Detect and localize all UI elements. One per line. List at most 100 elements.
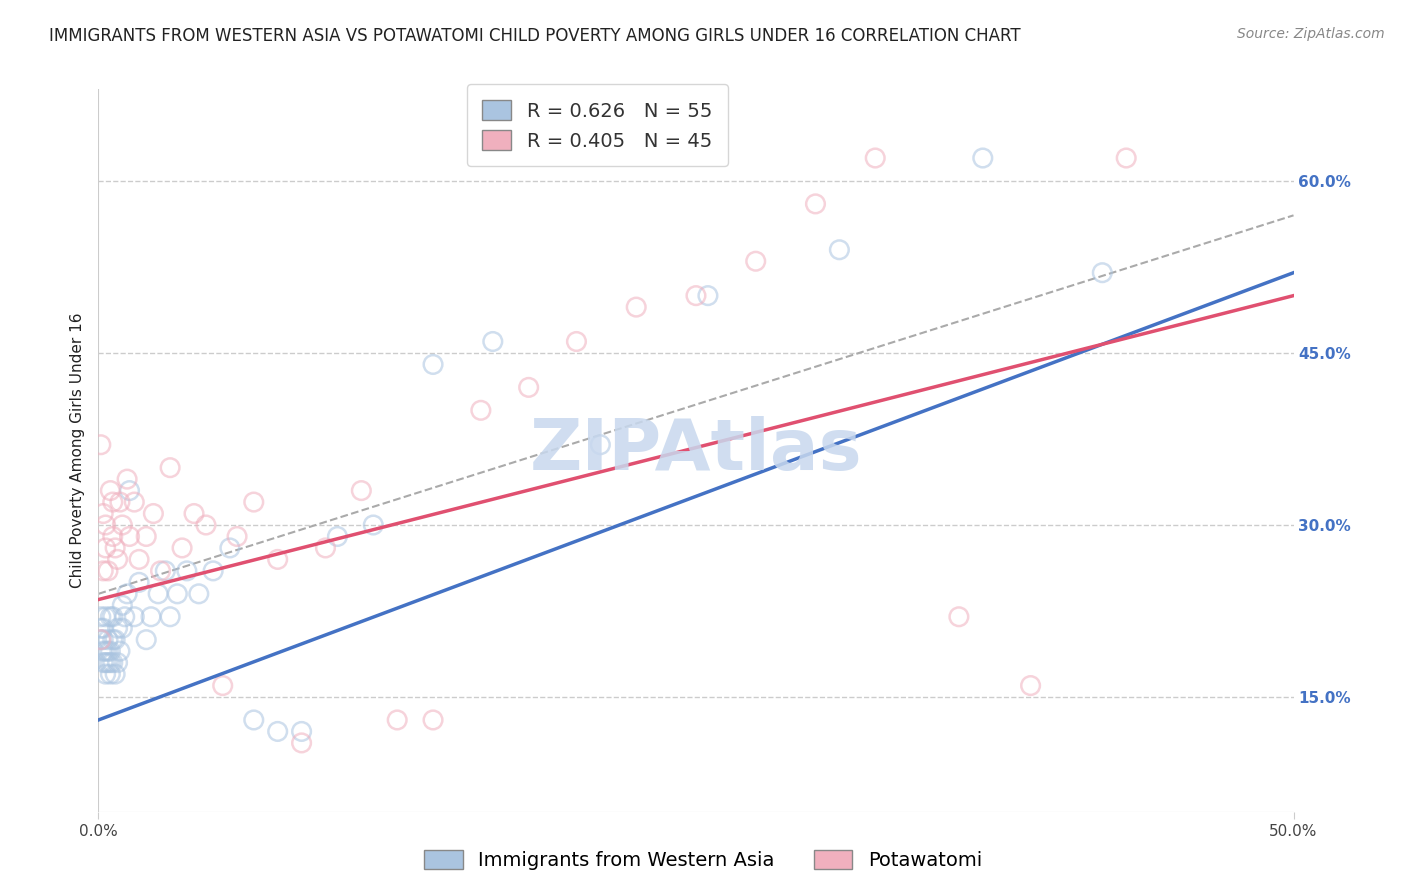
Text: ZIPAtlas: ZIPAtlas xyxy=(530,416,862,485)
Point xyxy=(97,644,120,658)
Point xyxy=(326,529,349,543)
Point xyxy=(94,644,117,658)
Point xyxy=(97,564,120,578)
Point xyxy=(481,334,505,349)
Point xyxy=(804,197,827,211)
Point xyxy=(101,656,124,670)
Point xyxy=(195,518,218,533)
Point xyxy=(1091,266,1114,280)
Point xyxy=(107,656,129,670)
Point xyxy=(139,609,162,624)
Point xyxy=(267,552,290,566)
Point xyxy=(219,541,242,555)
Point xyxy=(124,495,146,509)
Point xyxy=(828,243,851,257)
Point xyxy=(1115,151,1137,165)
Point xyxy=(118,483,141,498)
Point xyxy=(226,529,249,543)
Point xyxy=(363,518,385,533)
Point xyxy=(124,609,146,624)
Point xyxy=(211,679,233,693)
Point xyxy=(166,587,188,601)
Point xyxy=(107,621,129,635)
Point xyxy=(107,552,129,566)
Point xyxy=(176,564,198,578)
Point xyxy=(865,151,887,165)
Point xyxy=(101,495,124,509)
Point xyxy=(267,724,290,739)
Point xyxy=(101,609,124,624)
Point xyxy=(172,541,194,555)
Point xyxy=(94,518,117,533)
Point xyxy=(108,644,131,658)
Point xyxy=(91,621,114,635)
Point xyxy=(91,507,114,521)
Point xyxy=(94,667,117,681)
Point xyxy=(422,358,444,372)
Legend: R = 0.626   N = 55, R = 0.405   N = 45: R = 0.626 N = 55, R = 0.405 N = 45 xyxy=(467,85,728,167)
Point xyxy=(291,724,314,739)
Point xyxy=(97,656,120,670)
Point xyxy=(98,483,122,498)
Point xyxy=(101,529,124,543)
Point xyxy=(101,632,124,647)
Point xyxy=(90,632,112,647)
Point xyxy=(470,403,492,417)
Point xyxy=(111,621,134,635)
Point xyxy=(91,632,114,647)
Point xyxy=(385,713,409,727)
Point xyxy=(142,507,165,521)
Point xyxy=(565,334,588,349)
Point xyxy=(94,541,117,555)
Point xyxy=(1019,679,1042,693)
Point xyxy=(104,541,127,555)
Point xyxy=(98,609,122,624)
Point xyxy=(745,254,768,268)
Text: IMMIGRANTS FROM WESTERN ASIA VS POTAWATOMI CHILD POVERTY AMONG GIRLS UNDER 16 CO: IMMIGRANTS FROM WESTERN ASIA VS POTAWATO… xyxy=(49,27,1021,45)
Point xyxy=(135,529,157,543)
Point xyxy=(94,656,117,670)
Point xyxy=(91,564,114,578)
Point xyxy=(187,587,209,601)
Point xyxy=(517,380,540,394)
Point xyxy=(422,713,444,727)
Point xyxy=(315,541,337,555)
Point xyxy=(91,644,114,658)
Point xyxy=(148,587,170,601)
Point xyxy=(90,632,112,647)
Point xyxy=(948,609,970,624)
Point xyxy=(626,300,648,314)
Point xyxy=(115,587,138,601)
Point xyxy=(104,632,127,647)
Point xyxy=(128,552,150,566)
Point xyxy=(135,632,157,647)
Point xyxy=(291,736,314,750)
Point xyxy=(972,151,994,165)
Point xyxy=(98,644,122,658)
Point xyxy=(91,656,114,670)
Point xyxy=(589,438,612,452)
Point xyxy=(90,621,112,635)
Point xyxy=(128,575,150,590)
Point xyxy=(115,472,138,486)
Point xyxy=(114,609,136,624)
Point xyxy=(155,564,177,578)
Legend: Immigrants from Western Asia, Potawatomi: Immigrants from Western Asia, Potawatomi xyxy=(416,842,990,878)
Point xyxy=(104,667,127,681)
Point xyxy=(98,667,122,681)
Y-axis label: Child Poverty Among Girls Under 16: Child Poverty Among Girls Under 16 xyxy=(69,313,84,588)
Point xyxy=(90,438,112,452)
Text: Source: ZipAtlas.com: Source: ZipAtlas.com xyxy=(1237,27,1385,41)
Point xyxy=(97,632,120,647)
Point xyxy=(149,564,172,578)
Point xyxy=(183,507,205,521)
Point xyxy=(159,460,181,475)
Point xyxy=(94,609,117,624)
Point xyxy=(243,713,266,727)
Point xyxy=(697,288,720,302)
Point xyxy=(118,529,141,543)
Point xyxy=(202,564,225,578)
Point xyxy=(98,656,122,670)
Point xyxy=(111,599,134,613)
Point xyxy=(159,609,181,624)
